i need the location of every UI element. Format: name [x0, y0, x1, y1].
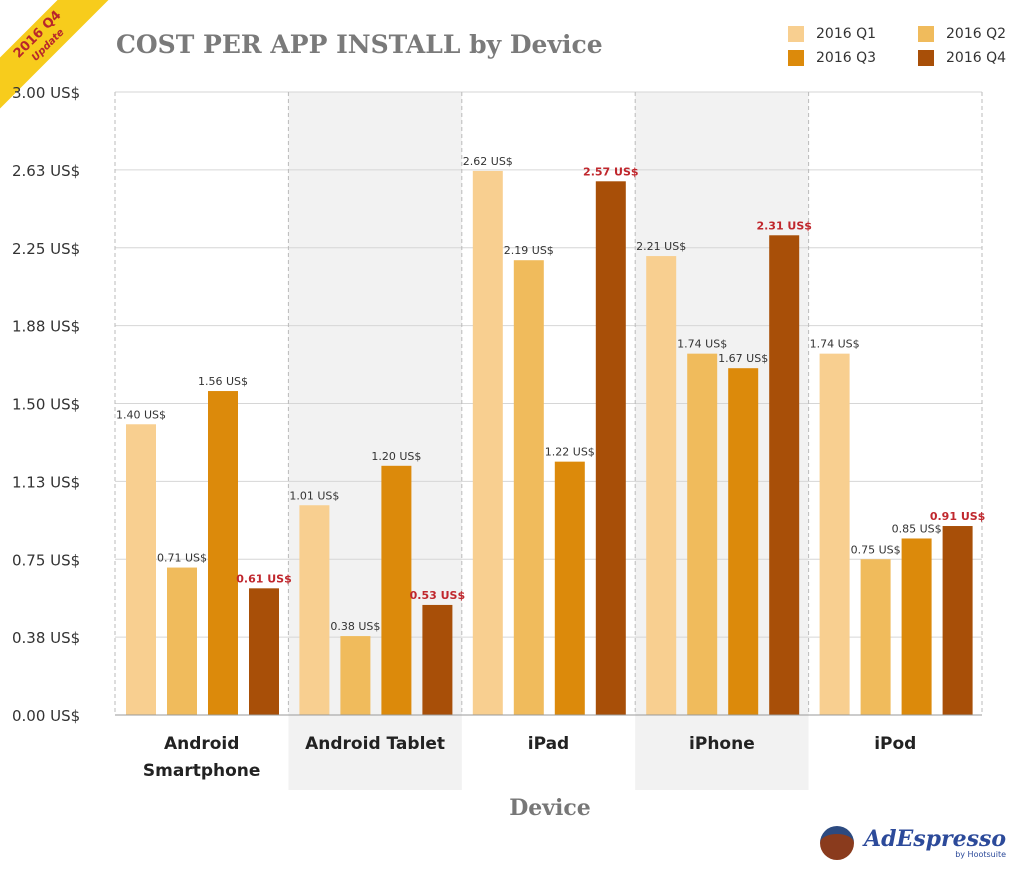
bar [422, 604, 453, 715]
y-tick-label: 1.88 US$ [12, 318, 80, 336]
data-label: 2.19 US$ [504, 244, 554, 257]
data-label: 1.67 US$ [718, 352, 768, 365]
legend-swatch [918, 50, 934, 66]
y-tick-label: 1.13 US$ [12, 473, 80, 491]
data-label: 1.40 US$ [116, 408, 166, 421]
data-label: 0.75 US$ [851, 543, 901, 556]
bar [819, 353, 850, 715]
bar [472, 170, 503, 715]
bar [646, 256, 677, 715]
data-label: 0.61 US$ [236, 572, 291, 585]
legend-label: 2016 Q4 [946, 50, 1007, 66]
bar [860, 559, 891, 715]
bar [513, 260, 544, 715]
data-label: 0.71 US$ [157, 552, 207, 565]
data-label: 0.85 US$ [892, 522, 942, 535]
legend-label: 2016 Q2 [946, 26, 1007, 42]
bar [299, 505, 330, 715]
legend-q2: 2016 Q2 [918, 26, 1006, 42]
category-label: iPad [528, 734, 569, 754]
data-label: 2.21 US$ [636, 240, 686, 253]
data-label: 2.62 US$ [463, 155, 513, 168]
legend-q3: 2016 Q3 [788, 50, 876, 66]
bar [208, 391, 238, 715]
category-label: Android Tablet [305, 734, 445, 754]
mascot-icon [820, 826, 854, 860]
legend-swatch [788, 50, 804, 66]
bar [381, 465, 412, 715]
category-label: Smartphone [143, 761, 261, 781]
y-tick-label: 1.50 US$ [12, 396, 80, 414]
category-label: Android [164, 734, 240, 754]
data-label: 1.74 US$ [810, 338, 860, 351]
data-label: 0.53 US$ [410, 589, 465, 602]
y-tick-label: 3.00 US$ [12, 84, 80, 102]
data-label: 0.38 US$ [330, 620, 380, 633]
adespresso-logo: AdEspresso by Hootsuite [820, 826, 1006, 860]
chart-title: COST PER APP INSTALL by Device [116, 30, 603, 59]
category-label: iPod [874, 734, 916, 754]
legend-label: 2016 Q1 [816, 26, 877, 42]
legend-q1: 2016 Q1 [788, 26, 876, 42]
y-tick-label: 2.25 US$ [12, 240, 80, 258]
logo-name: AdEspresso [864, 825, 1007, 852]
data-label: 1.01 US$ [289, 489, 339, 502]
data-label: 1.20 US$ [371, 450, 421, 463]
bar [769, 235, 800, 716]
bar [167, 567, 197, 715]
data-label: 2.57 US$ [583, 165, 638, 178]
bar [728, 368, 759, 715]
y-tick-label: 0.00 US$ [12, 707, 80, 725]
data-label: 1.74 US$ [677, 338, 727, 351]
bar [687, 353, 718, 715]
bar [901, 538, 932, 715]
data-label: 2.31 US$ [756, 219, 811, 232]
data-label: 1.22 US$ [545, 446, 595, 459]
bar [340, 636, 371, 715]
bar [554, 461, 585, 715]
bar [942, 526, 973, 715]
y-tick-label: 2.63 US$ [12, 162, 80, 180]
y-tick-label: 0.38 US$ [12, 629, 80, 647]
legend-label: 2016 Q3 [816, 50, 877, 66]
bar [126, 424, 156, 715]
y-tick-label: 0.75 US$ [12, 551, 80, 569]
bar [249, 588, 279, 715]
logo-sub: by Hootsuite [955, 849, 1007, 859]
legend-q4: 2016 Q4 [918, 50, 1006, 66]
legend-swatch [788, 26, 804, 42]
category-label: iPhone [689, 734, 755, 754]
bar [595, 181, 626, 716]
x-axis-label: Device [509, 795, 591, 821]
legend-swatch [918, 26, 934, 42]
data-label: 0.91 US$ [930, 510, 985, 523]
data-label: 1.56 US$ [198, 375, 248, 388]
